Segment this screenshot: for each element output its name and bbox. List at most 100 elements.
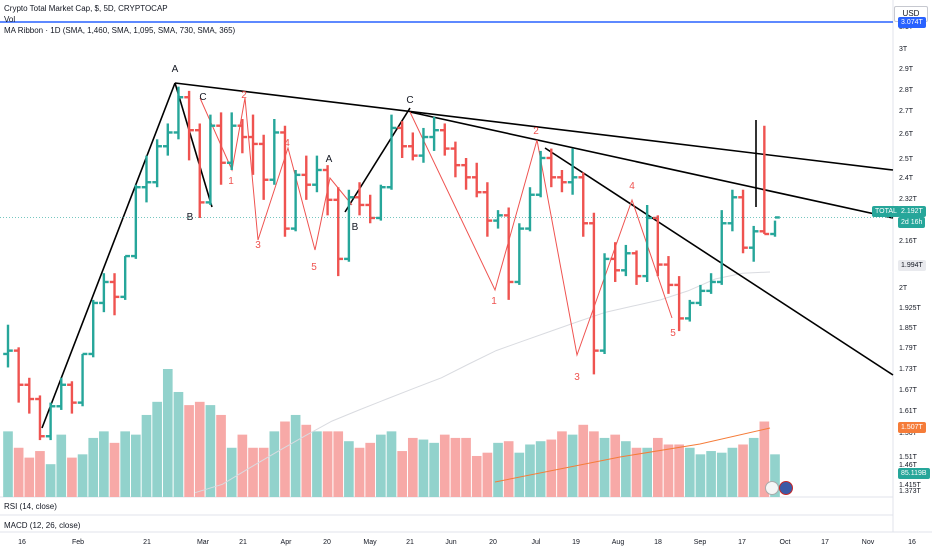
time-tick-label: May: [363, 539, 377, 546]
wave-label: 2: [241, 90, 247, 101]
volume-bar: [344, 441, 354, 497]
rsi-pane-label[interactable]: RSI (14, close): [4, 502, 57, 511]
event-icon[interactable]: [765, 481, 779, 495]
volume-bar: [674, 444, 684, 497]
us-flag-icon[interactable]: [779, 481, 793, 495]
wave-label: 5: [311, 262, 317, 273]
volume-bar: [194, 401, 205, 497]
volume-bar: [748, 437, 759, 497]
wave-label: C: [199, 92, 206, 103]
volume-bar: [706, 451, 716, 497]
volume-bar: [461, 437, 471, 497]
volume-bar: [280, 421, 290, 497]
volume-bar: [482, 452, 493, 497]
ma-ribbon-label[interactable]: MA Ribbon · 1D (SMA, 1,460, SMA, 1,095, …: [4, 26, 236, 35]
volume-bar: [621, 441, 631, 497]
volume-bar: [525, 444, 535, 497]
time-tick-label: 19: [572, 539, 580, 546]
volume-bar: [535, 441, 546, 497]
volume-bar: [652, 437, 663, 497]
price-tick-label: 1.51T: [899, 454, 918, 461]
volume-bar: [429, 442, 439, 497]
trend-line: [409, 111, 894, 219]
volume-bar: [663, 444, 674, 497]
price-tick-label: 1.73T: [899, 366, 918, 373]
volume-bar: [589, 431, 599, 497]
price-tick-label: 2.4T: [899, 175, 914, 182]
volume-bar: [152, 401, 162, 497]
volume-bar: [226, 447, 237, 497]
price-tick-label: 1.373T: [899, 488, 922, 495]
price-tick-label: 2.7T: [899, 108, 914, 115]
blue-line-price-tag: 3.074T: [898, 17, 926, 28]
wave-label: A: [326, 154, 333, 165]
price-tick-label: 1.46T: [899, 462, 918, 469]
volume-bar: [45, 464, 56, 497]
volume-indicator-label[interactable]: Vol: [4, 15, 16, 24]
volume-bar: [131, 434, 141, 497]
time-tick-label: Mar: [197, 539, 210, 546]
volume-bar: [439, 434, 450, 497]
price-tick-label: 2T: [899, 285, 908, 292]
orange-ma-tag: 1.507T: [898, 422, 926, 433]
volume-bar: [205, 405, 216, 497]
time-tick-label: Sep: [694, 539, 707, 546]
time-tick-label: Oct: [780, 539, 791, 546]
price-tick-label: 1.79T: [899, 345, 918, 352]
volume-bar: [567, 434, 578, 497]
volume-bar: [173, 391, 184, 497]
volume-bar: [514, 452, 525, 497]
price-tick-label: 1.925T: [899, 305, 922, 312]
trend-line: [544, 147, 894, 376]
wave-label: 1: [228, 176, 234, 187]
ma-ribbon-line: [194, 271, 771, 494]
volume-bar: [471, 455, 482, 497]
volume-bar: [13, 447, 24, 497]
trend-line: [174, 82, 894, 171]
volume-bar: [35, 451, 45, 497]
volume-bar: [162, 369, 173, 497]
price-tick-label: 2.32T: [899, 196, 918, 203]
time-tick-label: 20: [323, 539, 331, 546]
volume-bar: [88, 437, 99, 497]
wave-label: A: [172, 64, 179, 75]
volume-bar: [3, 431, 13, 497]
wave-label: 4: [284, 138, 290, 149]
time-tick-label: 20: [489, 539, 497, 546]
price-tick-label: 1.56T: [899, 430, 918, 437]
volume-bar: [56, 434, 67, 497]
volume-bar: [258, 447, 269, 497]
volume-bar: [418, 439, 429, 497]
wave-label: 2: [533, 126, 539, 137]
macd-pane-label[interactable]: MACD (12, 26, close): [4, 521, 81, 530]
countdown-tag: 2d 16h: [898, 217, 926, 228]
volume-bar: [77, 454, 88, 497]
volume-bar: [503, 441, 514, 497]
volume-bar: [493, 442, 503, 497]
time-tick-label: 16: [908, 539, 916, 546]
volume-bar: [354, 447, 365, 497]
volume-bar: [770, 454, 780, 497]
time-tick-label: 21: [406, 539, 414, 546]
volume-bar: [248, 447, 258, 497]
wave-label: 4: [629, 181, 635, 192]
wave-label: 5: [670, 328, 676, 339]
volume-bar: [333, 431, 344, 497]
time-tick-label: Apr: [281, 539, 293, 546]
volume-bar: [365, 442, 376, 497]
time-tick-label: Nov: [862, 539, 875, 546]
volume-bar: [109, 442, 120, 497]
time-tick-label: 18: [654, 539, 662, 546]
volume-bar: [759, 421, 770, 497]
volume-tag: 85.119B: [898, 468, 930, 479]
trend-line: [344, 107, 411, 213]
volume-bar: [120, 431, 131, 497]
volume-bar: [99, 431, 109, 497]
price-tick-label: 3T: [899, 46, 908, 53]
volume-bar: [386, 431, 397, 497]
time-tick-label: 21: [143, 539, 151, 546]
volume-bar: [610, 434, 621, 497]
volume-bar: [642, 447, 652, 497]
wave-label: C: [406, 95, 413, 106]
